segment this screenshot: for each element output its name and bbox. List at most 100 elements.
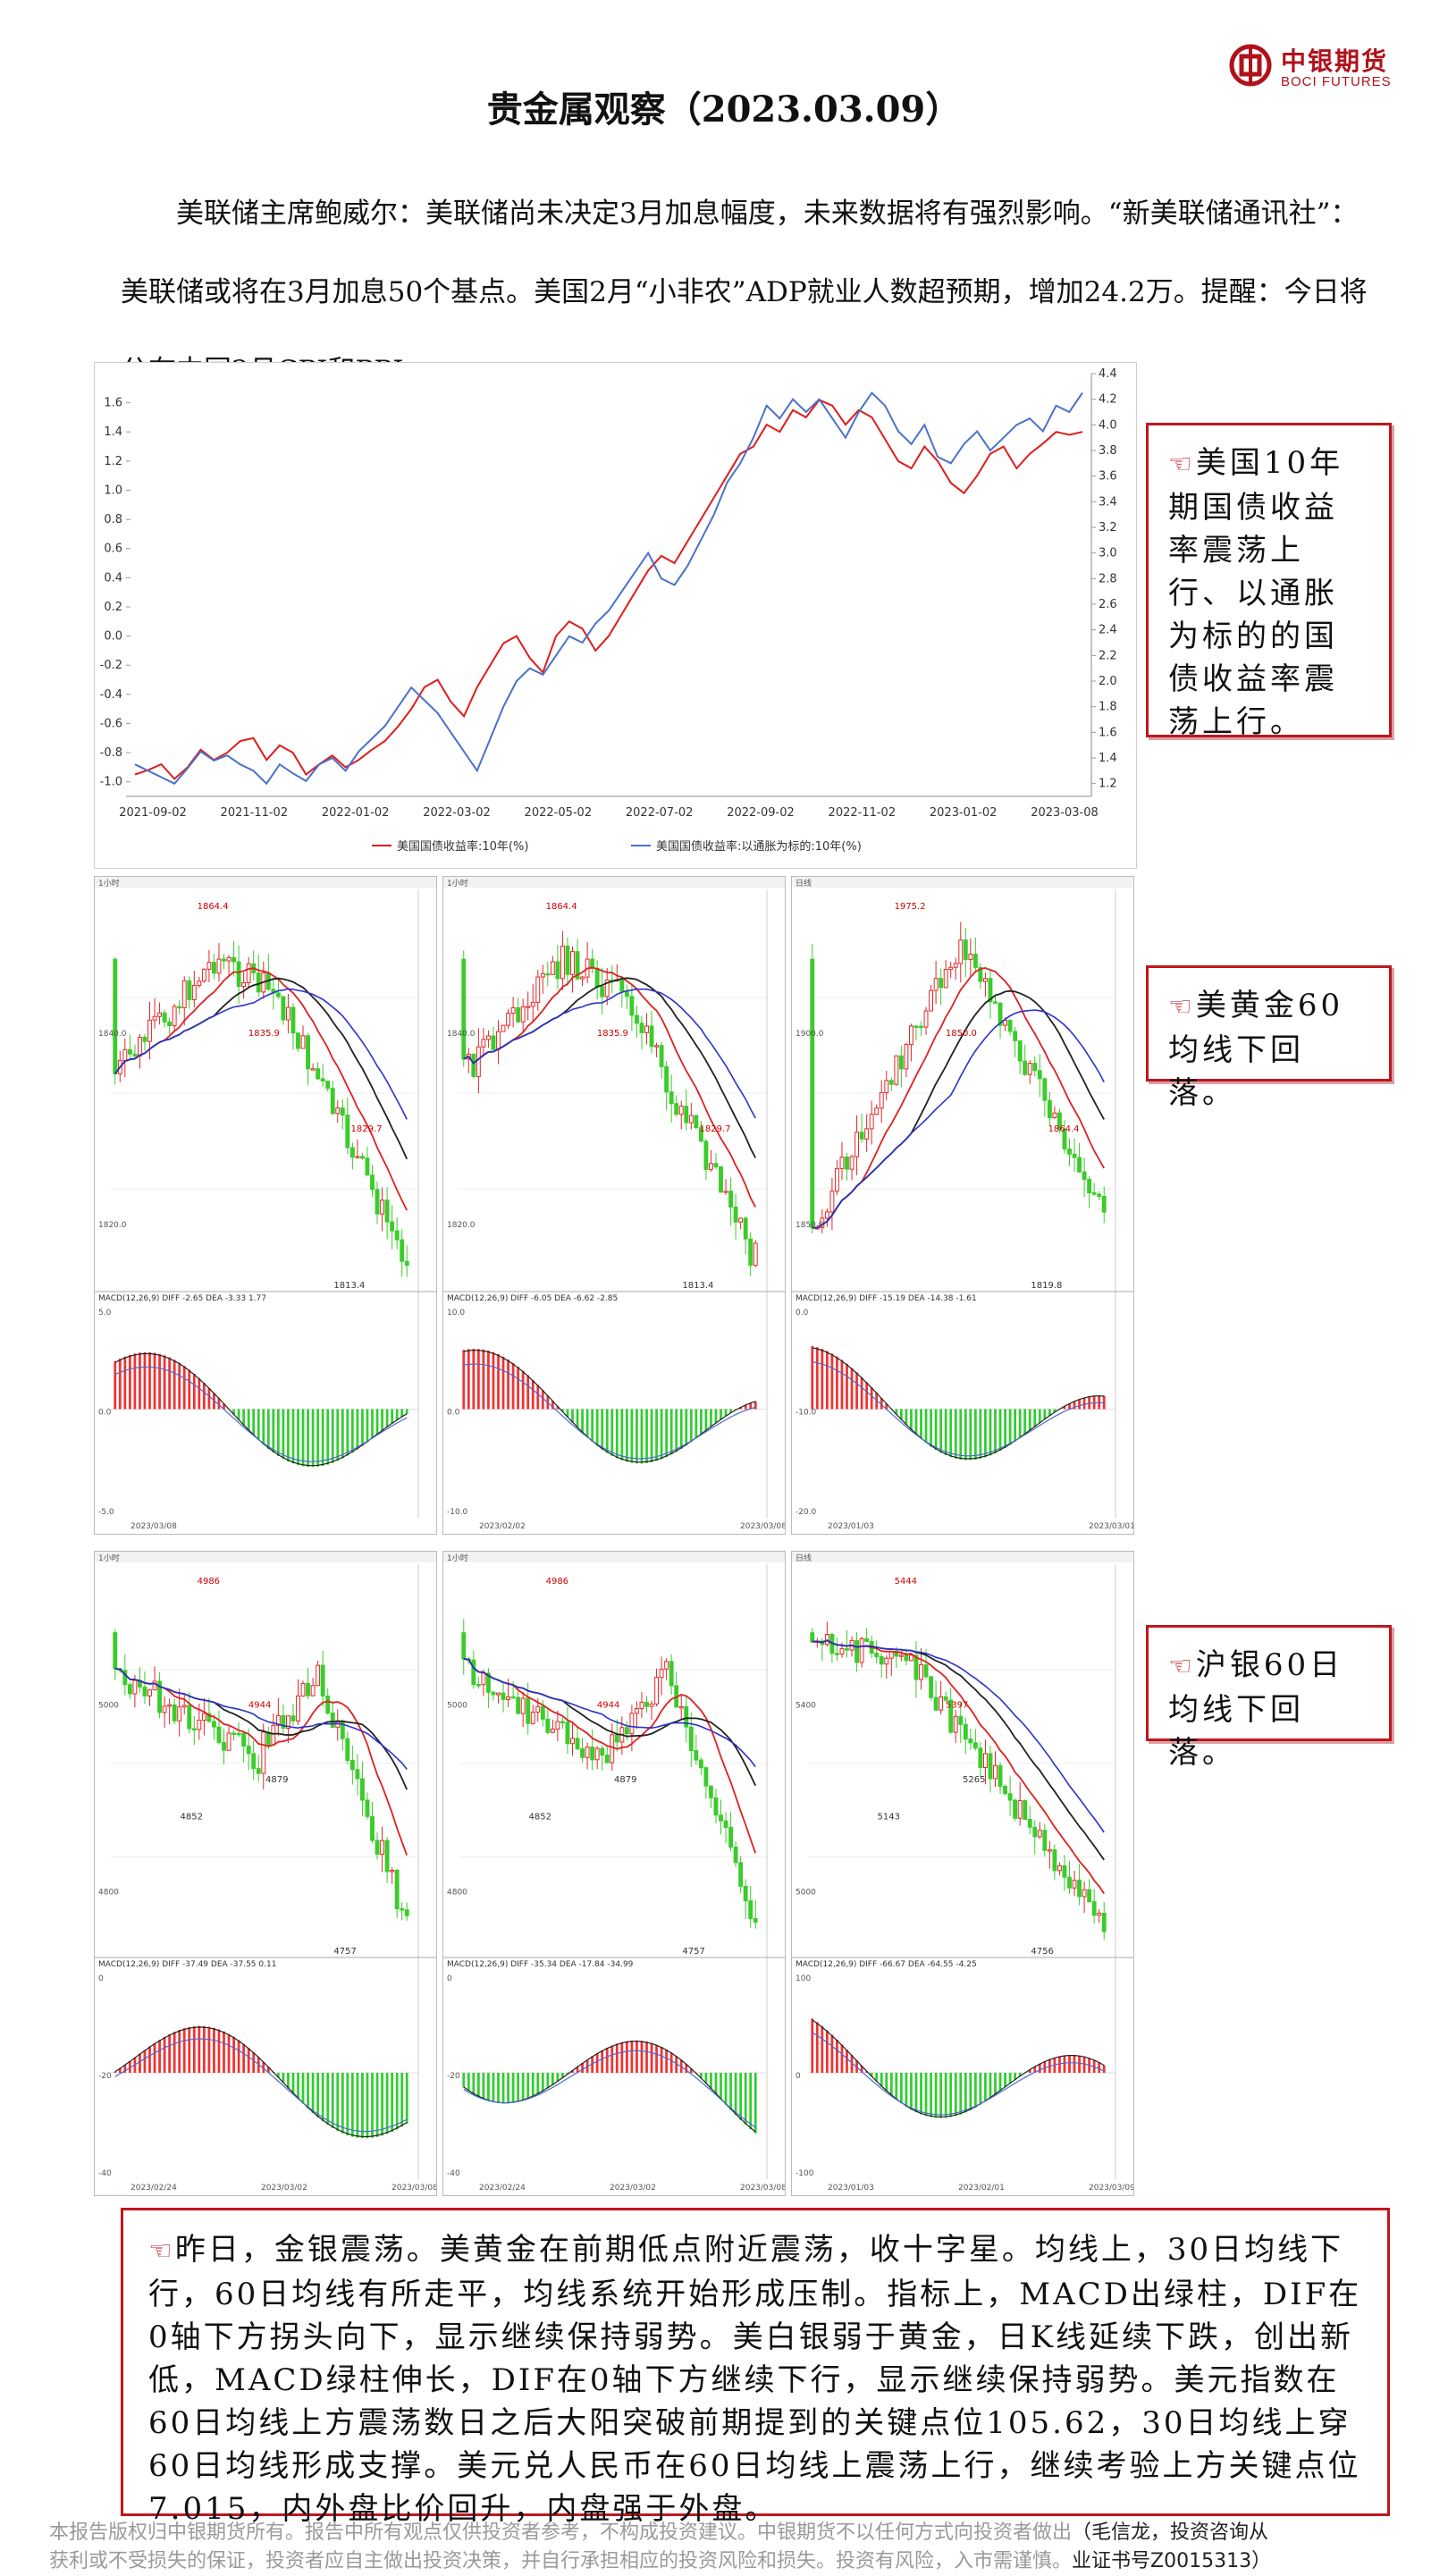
candle-body [1027,1063,1032,1075]
candle-body [197,981,202,986]
candle-body [1042,1830,1048,1851]
brand-logo: 中银期货 BOCI FUTURES [1229,40,1408,94]
panel-period-label: 1小时 [98,1553,120,1563]
candle-body [669,1661,674,1687]
candle-body [152,1680,157,1691]
candle-body [688,1726,694,1752]
candle-body [197,1720,202,1730]
candle-body [375,1189,380,1215]
candle-body [491,1035,496,1050]
ma-blue-line [463,988,756,1119]
candle-body [888,1080,894,1085]
candle-body [639,1701,644,1710]
candle-body [810,958,815,1229]
candle-body [753,1242,758,1267]
price-axis-label: 5000 [447,1701,467,1710]
mid-label: 1850.0 [946,1029,977,1039]
candle-body [481,1039,486,1048]
candle-body [939,1696,944,1711]
candle-body [888,1651,894,1659]
candle-body [555,1721,560,1730]
low-label: 4756 [1031,1947,1053,1957]
macd-axis-label: -20 [447,2072,460,2081]
candle-body [535,976,541,1003]
candle-body [345,1115,350,1149]
candle-body [958,939,964,964]
macd-dea-line [812,1361,1105,1457]
y-right-tick-label: 1.8 [1099,701,1117,714]
candle-body [384,1839,390,1873]
candle-body [654,1045,660,1048]
candle-body [485,1672,491,1693]
macd-axis-label: -20.0 [796,1508,817,1517]
kline-panel: 日线 1900.0 1850.0 1975.2 1850.0 1864.4 1819.8 MA… [791,876,1134,1535]
candle-body [644,1025,649,1033]
candle-body [306,1035,311,1070]
candle-body [1077,1880,1082,1898]
candle-body [634,1014,639,1024]
candle-body [1013,1031,1018,1041]
macd-axis-label: 100 [796,1974,811,1983]
candle-body [829,1191,835,1213]
disclaimer-line-2: 获利或不受损失的保证，投资者应自主做出投资决策，并自行承担相应的投资风险和损失。… [49,2550,1073,2572]
candle-body [152,1015,157,1021]
y-right-tick-label: 3.0 [1099,547,1117,560]
candle-body [142,1686,147,1696]
candle-body [1062,1865,1067,1878]
low-label: 4757 [682,1947,704,1957]
candle-body [874,1653,880,1657]
candle-body [340,1107,345,1116]
low1-label: 4852 [181,1813,203,1823]
candle-body [520,1697,526,1714]
candle-body [864,1128,870,1140]
pointing-hand-icon: ☜ [1168,449,1196,480]
pointing-hand-icon: ☜ [1168,991,1196,1023]
analysis-box: ☜昨日，金银震荡。美黄金在前期低点附近震荡，收十字星。均线上，30日均线下行，6… [121,2208,1390,2527]
candle-body [684,1106,689,1124]
candle-body [177,1006,182,1009]
analysis-text: 昨日，金银震荡。美黄金在前期低点附近震荡，收十字星。均线上，30日均线下行，60… [148,2232,1362,2527]
candle-body [733,1847,738,1864]
candle-body [723,1191,728,1193]
macd-header: MACD(12,26,9) DIFF -15.19 DEA -14.38 -1.… [796,1294,977,1303]
candle-body [968,1738,973,1744]
candle-body [191,1728,197,1731]
candle-body [476,1046,481,1077]
macd-axis-label: -40 [447,2169,460,2178]
candle-body [530,1001,535,1007]
candle-body [540,972,545,978]
y-right-tick-label: 3.2 [1099,521,1117,535]
candle-body [948,966,954,971]
y-right-tick-label: 2.6 [1099,598,1117,611]
author-note: （毛信龙，投资咨询从 [1072,2521,1269,2544]
candle-body [316,1068,321,1080]
mid-label: 1835.9 [248,1029,280,1039]
candle-body [300,1035,306,1049]
candle-body [614,1734,619,1743]
candle-body [1052,1849,1057,1872]
candle-body [978,1747,983,1768]
candle-body [943,969,948,989]
candle-body [1023,1799,1028,1820]
candle-body [694,1115,699,1128]
brand-name-cn: 中银期货 [1281,46,1389,76]
candle-body [271,1724,276,1746]
y-left-tick-label: 1.6 [104,397,122,410]
candle-body [939,978,944,989]
low-label: 1819.8 [1031,1281,1062,1291]
x-date-label: 2023/01/03 [828,2184,874,2193]
candle-body [1037,1070,1042,1080]
candle-body [1017,1040,1023,1062]
y-left-tick-label: 1.0 [104,484,122,497]
macd-axis-label: -100 [796,2169,814,2178]
candle-body [481,1672,486,1686]
candle-body [355,1769,360,1780]
ma-blue-line [114,1667,408,1770]
pointing-hand-icon: ☜ [148,2235,175,2267]
kline-panel: 1小时 1840.0 1820.0 1864.4 1835.9 1829.7 1813.4 M… [94,876,437,1535]
price-axis-label: 5000 [98,1701,119,1710]
candle-body [953,1715,958,1733]
candle-body [384,1200,390,1223]
candle-body [241,982,247,988]
candle-body [232,1732,237,1735]
